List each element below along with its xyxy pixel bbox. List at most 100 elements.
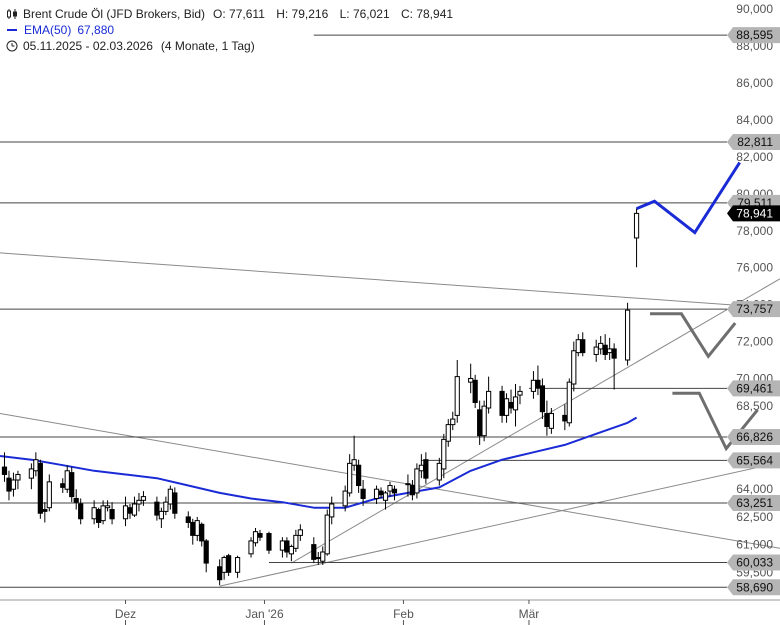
candle-body [158, 510, 164, 520]
candle [382, 491, 389, 510]
candle [351, 435, 357, 471]
candle-body [409, 485, 416, 496]
candle-body [624, 309, 631, 361]
candle [163, 496, 169, 516]
y-tick-label: 82,000 [736, 150, 773, 164]
candle [104, 500, 111, 512]
high-value: H: 79,216 [276, 7, 329, 21]
candle-body [194, 520, 200, 536]
candle [499, 385, 505, 423]
level-badge-label: 60,033 [736, 555, 773, 569]
candle-body [297, 529, 303, 536]
candle [293, 529, 299, 552]
candle [360, 480, 366, 506]
candle [387, 481, 393, 497]
ohlc-values: O: 77,611 H: 79,216 L: 76,021 C: 78,941 [205, 6, 453, 22]
candle [252, 528, 259, 547]
candle [624, 302, 631, 366]
x-axis: Dez Jan '26 Feb Mär [0, 599, 780, 625]
y-tick-label: 64,000 [736, 482, 773, 496]
level-badge-label: 88,595 [736, 28, 773, 42]
candle [486, 376, 492, 414]
candle [140, 491, 147, 506]
candle [46, 474, 52, 512]
candle-body [15, 473, 21, 481]
ema-value: 67,880 [77, 23, 115, 37]
candle [226, 553, 232, 576]
candle-body [37, 462, 43, 514]
candle [593, 339, 599, 362]
level-badge-label: 65,564 [736, 453, 773, 467]
candle-body [78, 503, 84, 520]
level-badge-shape [727, 452, 780, 469]
level-badge-shape [727, 133, 780, 150]
candle [580, 332, 586, 357]
candle [598, 336, 604, 355]
candle [575, 334, 581, 357]
candle-body [445, 424, 451, 442]
candle-body [598, 342, 604, 350]
y-tick-label: 78,000 [736, 224, 773, 238]
candle-body [203, 540, 209, 564]
candle [37, 459, 43, 519]
level-badge: 58,690 [727, 579, 780, 596]
candle [248, 537, 254, 558]
candle-body [140, 496, 147, 501]
candle-body [221, 557, 227, 573]
y-tick-label: 84,000 [736, 113, 773, 127]
candle-body [530, 379, 537, 392]
level-badge: 82,811 [727, 133, 780, 150]
candle-body [185, 516, 191, 523]
candle [69, 467, 75, 503]
last-price-badge: 78,941 [727, 205, 780, 222]
candle-body [131, 503, 138, 516]
legend-instrument-row: Brent Crude Öl (JFD Brokers, Bid) O: 77,… [6, 6, 453, 22]
candles [1, 208, 640, 586]
candle-body [329, 503, 335, 518]
candle [185, 511, 191, 528]
candle-body [122, 505, 129, 520]
y-tick-label: 68,500 [736, 399, 773, 413]
candle [10, 472, 17, 497]
candle-body [163, 501, 169, 512]
level-badge-label: 69,461 [736, 381, 773, 395]
candle-body [503, 398, 510, 416]
candle-body [512, 396, 519, 411]
candle-body [548, 413, 554, 429]
level-badge-shape [727, 380, 780, 397]
candle [454, 360, 460, 423]
trend-line [0, 252, 780, 309]
candle [445, 419, 451, 447]
candle-body [356, 464, 362, 487]
level-badge-label: 73,757 [736, 302, 773, 316]
candle-body [109, 509, 115, 520]
candle [6, 470, 12, 501]
candle [373, 485, 380, 504]
candle [221, 555, 227, 580]
candle [60, 478, 66, 493]
candle [607, 337, 613, 360]
candle [405, 474, 411, 497]
candle-body [539, 385, 546, 413]
candle-body [602, 344, 608, 355]
ema-line-group [0, 416, 638, 509]
candle [190, 518, 196, 545]
candle [481, 400, 487, 442]
candle-body [154, 501, 160, 516]
candle-body [91, 507, 97, 520]
candle-body [217, 566, 223, 581]
level-badge: 65,564 [727, 452, 780, 469]
candle-body [544, 413, 550, 427]
y-tick-label: 62,500 [736, 510, 773, 524]
candle-body [373, 488, 380, 499]
y-tick-label: 61,000 [736, 538, 773, 552]
candle-body [486, 390, 492, 409]
candle [468, 363, 474, 394]
candle-body [315, 557, 321, 560]
candle [257, 529, 263, 541]
candle-body [311, 544, 317, 560]
candle-body [342, 490, 348, 507]
candle-body [405, 483, 411, 486]
candle [535, 365, 541, 396]
